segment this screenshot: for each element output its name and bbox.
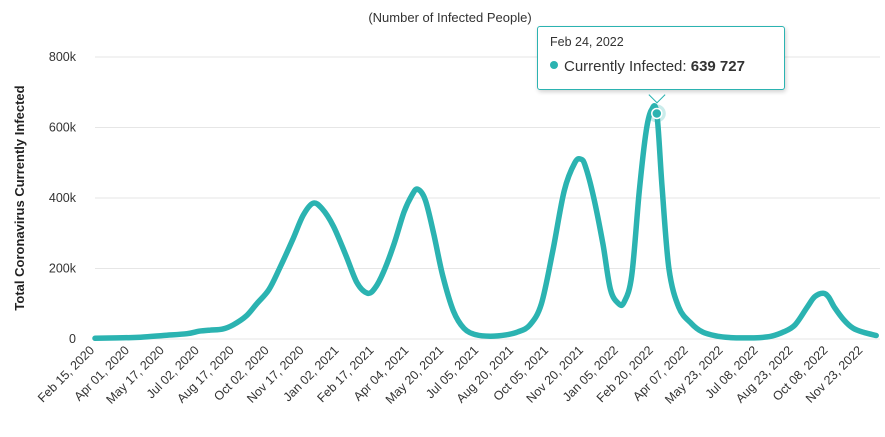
y-tick-label: 200k xyxy=(49,262,77,276)
tooltip-value: 639 727 xyxy=(690,58,745,75)
grid-lines xyxy=(95,56,880,340)
tooltip-label: Currently Infected: xyxy=(564,58,687,75)
tooltip: Feb 24, 2022 Currently Infected: 639 727 xyxy=(537,26,785,90)
y-tick-label: 600k xyxy=(49,121,77,135)
chart-subtitle: (Number of Infected People) xyxy=(368,10,531,25)
y-axis-title: Total Coronavirus Currently Infected xyxy=(12,85,27,310)
y-axis-ticks: 0 200k 400k 600k 800k xyxy=(49,50,77,346)
series-line xyxy=(92,103,879,342)
tooltip-date: Feb 24, 2022 xyxy=(550,35,624,49)
tooltip-series-dot xyxy=(550,61,558,69)
marker-layer xyxy=(647,104,666,123)
y-tick-label: 400k xyxy=(49,191,77,205)
y-tick-label: 800k xyxy=(49,50,77,64)
tooltip-row: Currently Infected: 639 727 xyxy=(550,58,772,75)
series-layer xyxy=(92,103,879,342)
hover-point[interactable] xyxy=(651,107,663,120)
y-tick-label: 0 xyxy=(69,332,76,346)
